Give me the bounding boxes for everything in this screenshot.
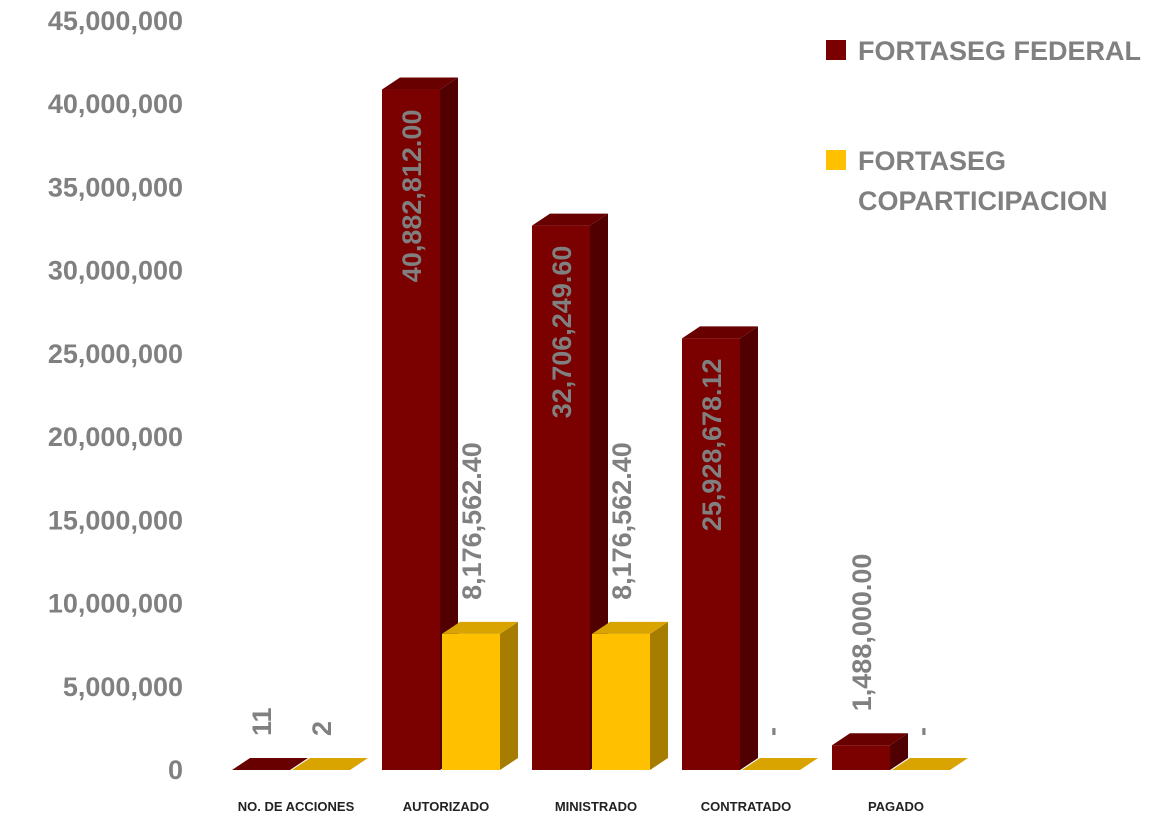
bar-top (832, 733, 908, 746)
x-tick-label: CONTRATADO (701, 799, 792, 814)
bar-top (742, 758, 818, 770)
bar (742, 758, 818, 770)
x-tick-label: PAGADO (868, 799, 924, 814)
bar (682, 326, 758, 770)
bar (442, 621, 518, 770)
bar-top (292, 757, 368, 770)
y-tick-label: 40,000,000 (48, 89, 183, 119)
bar-front (832, 745, 890, 770)
y-tick-label: 10,000,000 (48, 589, 183, 619)
bar-side (500, 621, 518, 770)
bar-front (442, 633, 500, 770)
y-tick-label: 45,000,000 (48, 6, 183, 36)
data-label: 25,928,678.12 (697, 358, 727, 531)
legend: FORTASEG FEDERAL FORTASEG COPARTICIPACION (826, 36, 1141, 216)
legend-entry: FORTASEG COPARTICIPACION (826, 146, 1108, 216)
x-tick-label: AUTORIZADO (403, 799, 489, 814)
bar-top (442, 621, 518, 634)
x-tick-label: MINISTRADO (555, 799, 637, 814)
data-label: 8,176,562.40 (457, 442, 487, 600)
bar-top (592, 621, 668, 634)
bar-front (682, 338, 740, 770)
y-tick-label: 15,000,000 (48, 505, 183, 535)
bar-top (682, 326, 758, 339)
bar-top (892, 758, 968, 770)
bar-front (532, 225, 590, 770)
y-tick-label: 5,000,000 (63, 672, 183, 702)
x-axis: NO. DE ACCIONES AUTORIZADO MINISTRADO CONTR… (238, 799, 924, 814)
data-label: 40,882,812.00 (397, 110, 427, 283)
data-label: 32,706,249.60 (547, 246, 577, 419)
y-tick-label: 0 (168, 755, 183, 785)
x-tick-label: NO. DE ACCIONES (238, 799, 355, 814)
bar-front (382, 89, 440, 770)
legend-label: FORTASEG (858, 146, 1006, 176)
data-label: 1,488,000.00 (847, 554, 877, 712)
data-label: 11 (247, 707, 277, 736)
bar (592, 621, 668, 770)
bar-side (440, 77, 458, 770)
legend-entry: FORTASEG FEDERAL (826, 36, 1141, 66)
bar (292, 757, 368, 770)
y-tick-label: 25,000,000 (48, 339, 183, 369)
data-label: 2 (307, 721, 337, 736)
bar-side (290, 757, 308, 770)
data-label: 8,176,562.40 (607, 442, 637, 600)
bar (382, 77, 458, 770)
bar (232, 757, 308, 770)
legend-label: FORTASEG FEDERAL (858, 36, 1141, 66)
legend-swatch (826, 40, 846, 60)
bar-top (382, 77, 458, 90)
legend-label: COPARTICIPACION (858, 186, 1108, 216)
data-label: - (757, 727, 787, 736)
bars (232, 77, 968, 770)
data-labels: 11 2 40,882,812.00 8,176,562.40 32,706,249.6… (247, 110, 937, 736)
y-tick-label: 35,000,000 (48, 172, 183, 202)
legend-swatch (826, 150, 846, 170)
bar-top (232, 757, 308, 770)
bar (892, 758, 968, 770)
bar-side (890, 733, 908, 770)
bar-side (650, 621, 668, 770)
y-axis: 0 5,000,000 10,000,000 15,000,000 20,000,000… (48, 6, 183, 785)
bar-front (592, 633, 650, 770)
data-label: - (907, 727, 937, 736)
bar-side (740, 326, 758, 770)
bar (832, 733, 908, 770)
y-tick-label: 30,000,000 (48, 256, 183, 286)
y-tick-label: 20,000,000 (48, 422, 183, 452)
bar-top (532, 213, 608, 226)
